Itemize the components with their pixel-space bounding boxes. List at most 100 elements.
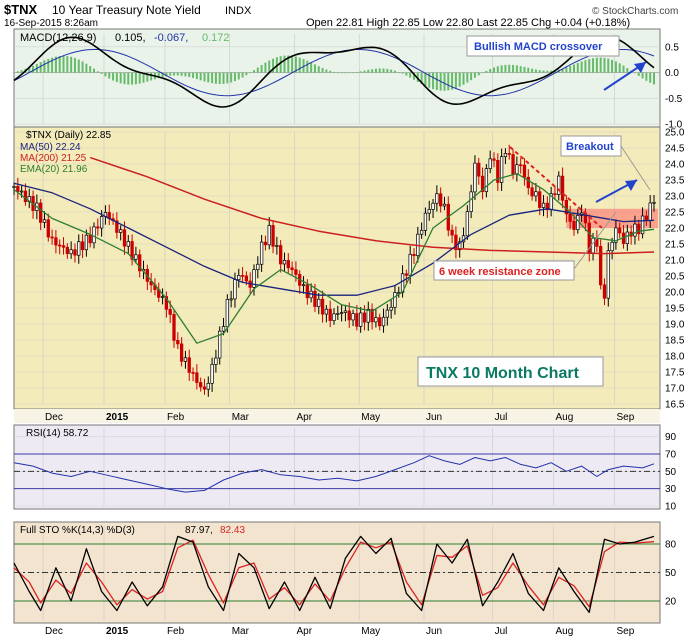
candle-body-96 [195,372,199,383]
resistance-connector [573,211,617,270]
candle-body-192 [378,317,382,327]
macd-hist-bar-110 [222,72,225,84]
macd-hist-bar-304 [592,58,595,73]
macd-hist-bar-48 [104,72,107,77]
candle-body-138 [275,245,279,247]
candle-body-108 [218,330,222,359]
macd-hist-bar-238 [466,72,469,83]
legend-ma50: MA(50) 22.24 [20,142,81,153]
macd-hist-bar-180 [355,72,358,73]
candle-body-152 [301,284,306,287]
ytick-label-price-13: 23.0 [665,192,685,203]
exchange-label: INDX [225,5,252,17]
ytick-label-rsi-4: 90 [665,432,677,443]
macd-hist-bar-308 [599,57,602,73]
candle-body-166 [328,308,332,321]
macd-hist-bar-300 [584,60,587,73]
macd-hist-bar-236 [462,72,465,85]
macd-hist-bar-226 [443,72,446,91]
macd-hist-bar-234 [458,72,461,87]
macd-hist-bar-136 [272,58,275,73]
legend-ma200: MA(200) 21.25 [20,153,87,164]
macd-hist-bar-212 [416,72,419,82]
macd-hist-bar-260 [508,64,511,73]
candle-body-288 [560,175,565,201]
ma200-line [89,156,655,255]
ytick-label-macd-2: 0.0 [665,68,679,79]
symbol-label: $TNX [4,2,38,17]
macd-hist-bar-56 [119,72,122,84]
macd-hist-bar-230 [451,72,454,90]
ytick-label-rsi-0: 10 [665,502,677,513]
axis-layer: Dec Dec 2015 2015 Feb Feb Mar Mar Apr Apr May May Ju… [45,42,685,637]
macd-hist-bar-50 [108,72,111,79]
macd-hist-bar-298 [580,61,583,73]
candle-body-0 [12,186,16,188]
ytick-label-price-3: 18.0 [665,352,685,363]
xtick-label-bottom-4: Apr [296,626,312,637]
macd-hist-bar-130 [260,65,263,73]
candle-body-330 [640,215,645,235]
candle-body-94 [191,372,195,374]
macd-hist-bar-328 [637,72,640,76]
candle-body-122 [244,275,249,282]
macd-hist-bar-296 [576,62,579,73]
candle-body-220 [431,202,435,210]
candle-body-260 [507,153,511,155]
macd-hist-bar-262 [512,64,515,73]
candle-body-98 [199,382,203,388]
macd-hist-bar-322 [626,68,629,73]
candle-body-322 [625,231,629,244]
candle-body-164 [324,308,329,315]
candle-body-246 [480,175,485,193]
ytick-label-price-5: 19.0 [665,320,685,331]
resistance-annotation: 6 week resistance zone [439,266,561,278]
candle-body-42 [92,226,96,244]
ytick-label-sto-0: 20 [665,597,677,608]
candle-body-136 [271,225,275,247]
macd-hist-bar-2 [16,71,19,73]
macd-hist-bar-54 [115,72,118,83]
ytick-label-price-7: 20.0 [665,288,685,299]
macd-hist-bar-22 [54,56,57,73]
macd-hist-bar-176 [348,72,351,74]
xaxis-strip [14,409,660,423]
macd-hist-bar-94 [192,72,195,79]
ytick-label-price-4: 18.5 [665,336,685,347]
candle-body-270 [526,176,530,189]
candle-body-2 [16,186,20,192]
ytick-label-price-6: 19.5 [665,304,685,315]
candle-body-258 [503,153,508,158]
macd-hist-bar-58 [123,72,126,85]
macd-hist-bar-266 [519,66,522,73]
ytick-label-macd-1: -0.5 [665,94,683,105]
macd-hist-bar-154 [306,60,309,73]
candle-body-198 [389,306,393,311]
macd-hist-bar-174 [344,72,347,74]
ytick-label-price-14: 23.5 [665,176,685,187]
candle-body-190 [374,317,378,323]
candle-body-26 [61,245,66,248]
macd-hist-bar-258 [504,64,507,73]
candle-body-214 [419,229,424,235]
xtick-label-bottom-1: 2015 [106,626,129,637]
candle-body-316 [614,227,618,243]
symbol-name: 10 Year Treasury Note Yield [52,3,201,17]
macd-hist-bar-106 [214,72,217,84]
candle-body-100 [202,386,207,390]
macd-hist-bar-114 [230,72,233,83]
macd-hist-bar-142 [283,55,286,73]
macd-hist-bar-208 [409,72,412,78]
macd-hist-bar-116 [233,72,236,82]
candle-body-334 [648,202,652,221]
candle-body-142 [282,260,287,265]
candle-body-310 [602,284,607,299]
macd-hist-bar-336 [653,72,655,85]
candle-body-104 [210,364,214,384]
candle-body-326 [633,223,637,237]
xtick-label-top-8: Aug [556,412,574,423]
ytick-label-price-2: 17.5 [665,368,685,379]
macd-hist-bar-292 [569,65,572,73]
macd-hist-bar-128 [256,67,259,73]
